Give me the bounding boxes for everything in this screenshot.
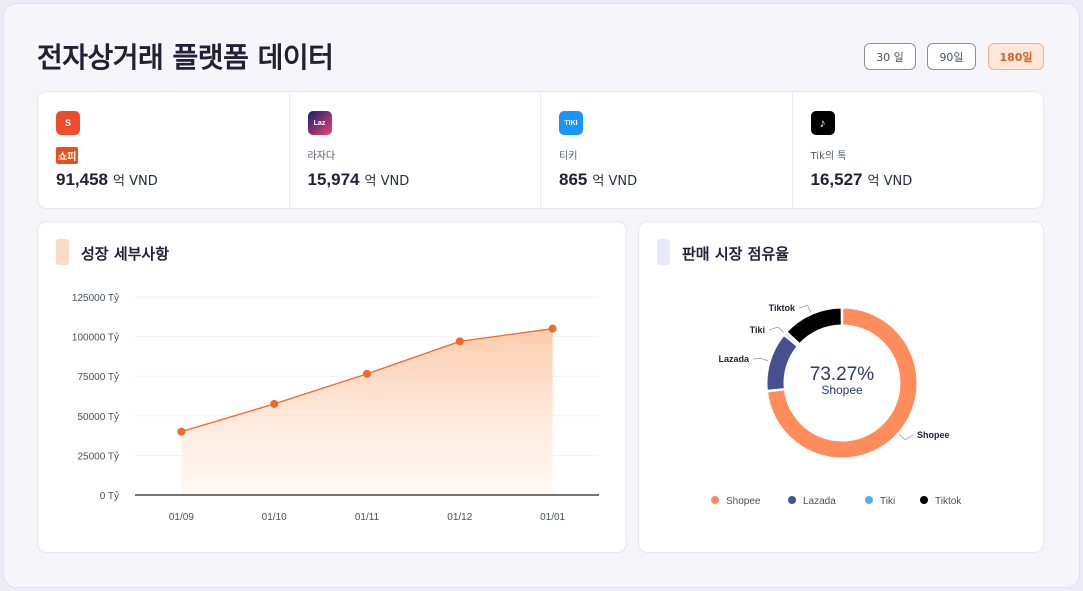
growth-marker [56,239,69,265]
range-30-button[interactable]: 30 일 [864,43,916,70]
legend-label: Lazada [803,496,836,507]
stat-unit: 억 VND [592,174,638,189]
slice-label: Shopee [917,430,950,440]
legend-swatch [865,496,873,504]
stat-value: 15,974 [307,170,360,189]
stat-unit: 억 VND [113,174,158,189]
data-point [455,337,464,346]
stat-name: 티키 [559,151,578,162]
donut-center-value: 73.27% [810,364,875,385]
y-tick-label: 75000 Tỷ [77,371,119,383]
range-180-button[interactable]: 180일 [988,43,1044,70]
stat-value-row: 91,458 억 VND [56,170,158,190]
slice-leader-line [768,326,785,333]
legend-swatch [711,496,719,504]
x-tick-label: 01/01 [540,512,565,523]
stat-value: 865 [559,170,588,189]
x-tick-label: 01/12 [447,512,472,523]
stat-value-row: 865 억 VND [559,170,637,190]
stat-card-shopee: S 쇼피 91,458 억 VND [38,92,290,208]
slice-leader-line [899,434,914,441]
stat-name: 라자다 [307,151,336,162]
tiktok-logo-icon: ♪ [810,111,835,135]
x-tick-label: 01/11 [355,512,380,523]
legend-label: Tiki [880,496,895,507]
stat-value-row: 15,974 억 VND [308,170,410,190]
stat-name: Tik의 톡 [810,151,847,162]
range-90-button[interactable]: 90일 [927,43,976,70]
share-marker [657,239,670,265]
slice-label: Tiki [750,325,765,335]
stat-unit: 억 VND [364,174,410,189]
stat-value-row: 16,527 억 VND [811,170,913,190]
donut-slice-lazada [766,334,798,391]
lazada-logo-icon: Laz [307,111,332,135]
growth-card: 성장 세부사항 0 Tỷ 25000 Tỷ 50000 Tỷ 75000 Tỷ 1000… [37,221,627,553]
page-title: 전자상거래 플랫폼 데이터 [37,41,334,74]
platform-stats: S 쇼피 91,458 억 VND Laz 라자다 15,974 억 VND T… [37,91,1044,209]
legend-label: Tiktok [935,496,962,507]
market-share-donut-chart: ShopeeLazadaTikiTiktok73.27%ShopeeShopee… [711,303,962,507]
share-card: 판매 시장 점유율 Shopee Lazada Tiki Tiktok 73.27% Sh… [638,221,1044,553]
data-point [270,399,279,408]
stat-unit: 억 VND [867,174,913,189]
tiki-logo-icon: TIKI [559,111,583,135]
stat-value: 91,458 [56,170,108,189]
y-tick-label: 125000 Tỷ [72,292,119,304]
y-tick-label: 25000 Tỷ [77,450,119,462]
legend-swatch [920,496,928,504]
y-tick-label: 0 Tỷ [100,490,119,502]
data-point [548,324,557,333]
data-point [363,369,371,378]
share-title: 판매 시장 점유율 [682,245,790,263]
stat-card-tiktok: ♪ Tik의 톡 16,527 억 VND [793,92,1044,208]
shopee-logo-icon: S [56,111,80,135]
x-tick-label: 01/10 [262,512,287,523]
stat-name: 쇼피 [56,147,79,164]
growth-title: 성장 세부사항 [81,245,170,263]
x-tick-label: 01/09 [169,512,194,523]
stat-card-tiki: TIKI 티키 865 억 VND [541,92,793,208]
stat-value: 16,527 [810,170,863,189]
stat-card-lazada: Laz 라자다 15,974 억 VND [290,92,541,208]
slice-label: Lazada [718,354,750,364]
area-fill [181,328,553,495]
legend-swatch [788,496,796,504]
slice-leader-line [798,304,812,313]
data-point [177,427,186,436]
slice-leader-line [752,358,769,362]
donut-slice-tiktok [786,307,842,345]
slice-label: Tiktok [769,303,796,313]
y-tick-label: 50000 Tỷ [77,411,119,423]
legend-label: Shopee [726,496,761,507]
donut-center-label: Shopee [821,383,863,397]
y-tick-label: 100000 Tỷ [72,332,119,344]
donut-slice-shopee [766,307,918,459]
donut-slice-tiki [784,332,800,347]
growth-area-chart: 0 Tỷ 25000 Tỷ 50000 Tỷ 75000 Tỷ 100000 Tỷ 125… [72,292,599,523]
